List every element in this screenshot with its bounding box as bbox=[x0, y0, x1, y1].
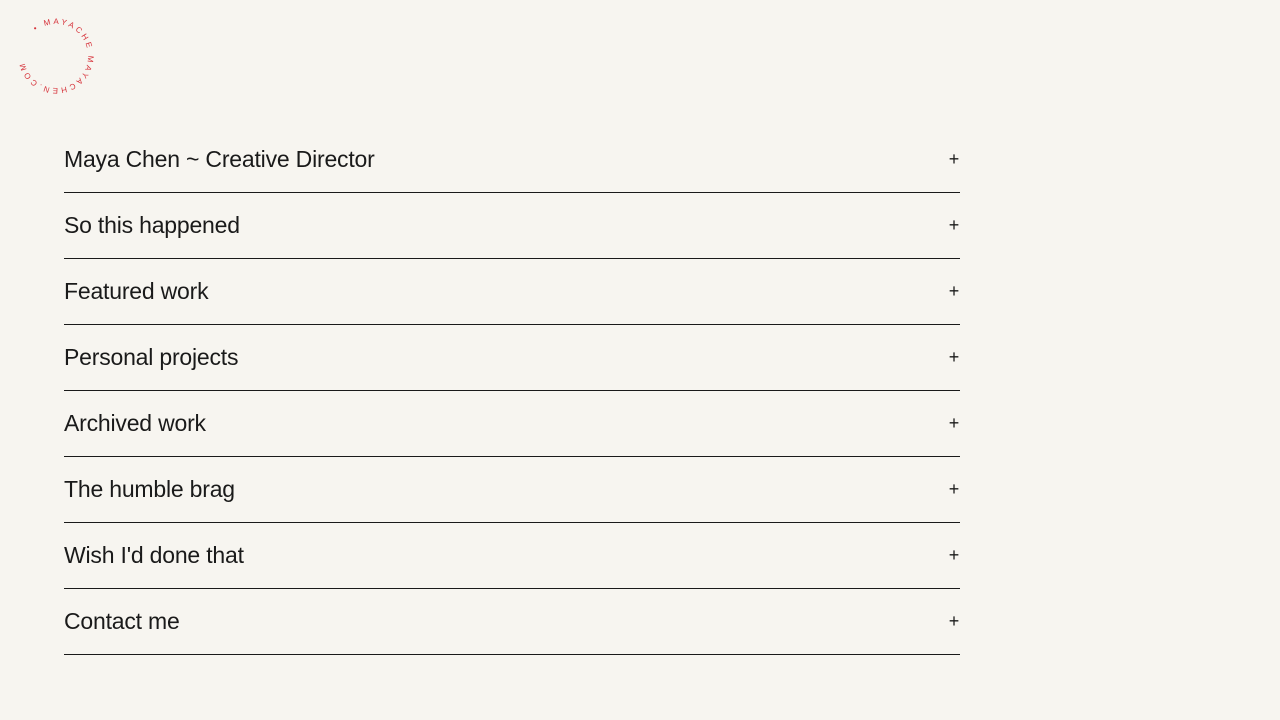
accordion-item[interactable]: Maya Chen ~ Creative Director + bbox=[64, 127, 960, 193]
accordion-item-label: Contact me bbox=[64, 608, 180, 634]
plus-icon[interactable]: + bbox=[948, 479, 960, 499]
accordion-item[interactable]: So this happened + bbox=[64, 193, 960, 259]
accordion-item[interactable]: Archived work + bbox=[64, 391, 960, 457]
accordion-item[interactable]: Wish I'd done that + bbox=[64, 523, 960, 589]
accordion-item-label: Archived work bbox=[64, 410, 206, 436]
svg-text:• MAYACHE MAYACHEN.COM: • MAYACHE MAYACHEN.COM bbox=[17, 17, 95, 95]
plus-icon[interactable]: + bbox=[948, 215, 960, 235]
accordion-item-label: So this happened bbox=[64, 212, 240, 238]
plus-icon[interactable]: + bbox=[948, 281, 960, 301]
accordion-item[interactable]: Personal projects + bbox=[64, 325, 960, 391]
accordion-item-label: Wish I'd done that bbox=[64, 542, 244, 568]
accordion-item-label: The humble brag bbox=[64, 476, 235, 502]
plus-icon[interactable]: + bbox=[948, 413, 960, 433]
accordion-item-label: Personal projects bbox=[64, 344, 239, 370]
plus-icon[interactable]: + bbox=[948, 545, 960, 565]
logo-circle-text: • MAYACHE MAYACHEN.COM bbox=[17, 17, 95, 95]
accordion-list: Maya Chen ~ Creative Director + So this ha… bbox=[64, 127, 960, 655]
accordion-item[interactable]: The humble brag + bbox=[64, 457, 960, 523]
accordion-item-label: Maya Chen ~ Creative Director bbox=[64, 146, 375, 172]
logo[interactable]: • MAYACHE MAYACHEN.COM bbox=[16, 16, 96, 96]
accordion-item[interactable]: Contact me + bbox=[64, 589, 960, 655]
accordion-item-label: Featured work bbox=[64, 278, 209, 304]
plus-icon[interactable]: + bbox=[948, 149, 960, 169]
plus-icon[interactable]: + bbox=[948, 611, 960, 631]
plus-icon[interactable]: + bbox=[948, 347, 960, 367]
accordion-item[interactable]: Featured work + bbox=[64, 259, 960, 325]
